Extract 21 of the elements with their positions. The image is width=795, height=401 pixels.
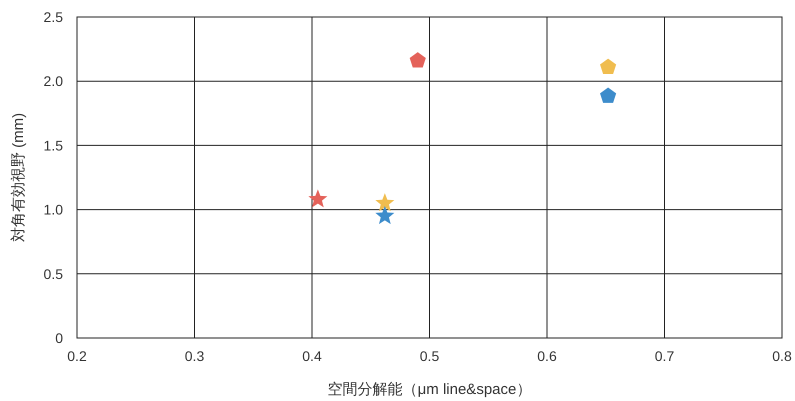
y-axis-title: 対角有効視野 (mm) — [10, 112, 27, 242]
point — [308, 189, 328, 208]
x-tick-label: 0.7 — [654, 348, 674, 364]
point — [600, 87, 616, 103]
x-tick-label: 0.5 — [420, 348, 440, 364]
y-tick-label: 0 — [55, 330, 64, 346]
x-tick-label: 0.4 — [302, 348, 322, 364]
y-tick-label: 1.0 — [44, 202, 64, 218]
point — [375, 206, 394, 224]
y-tick-label: 1.5 — [44, 137, 64, 154]
x-tick-label: 0.3 — [184, 348, 204, 364]
point — [375, 193, 394, 212]
x-axis-title: 空間分解能（μm line&space） — [328, 381, 532, 398]
y-tick-label: 2.0 — [44, 73, 64, 90]
y-tick-label: 0.5 — [44, 266, 64, 282]
x-tick-label: 0.2 — [67, 348, 87, 364]
x-tick-label: 0.8 — [772, 348, 792, 364]
point — [410, 52, 426, 68]
point — [600, 58, 616, 74]
x-tick-label: 0.6 — [537, 348, 557, 364]
y-tick-label: 2.5 — [44, 9, 64, 25]
